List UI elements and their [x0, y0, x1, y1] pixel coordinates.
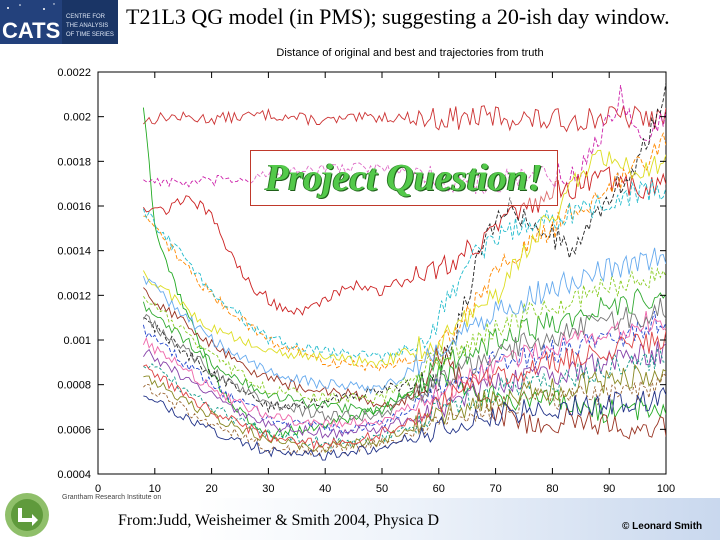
distance-chart: Distance of original and best and trajec… — [57, 47, 675, 495]
series-line — [143, 298, 666, 422]
series-line — [143, 82, 666, 414]
return-arrow-icon — [18, 508, 32, 522]
series-line — [142, 310, 666, 435]
logo-star — [19, 4, 21, 6]
x-tick-label: 90 — [603, 483, 615, 495]
x-tick-label: 50 — [376, 483, 388, 495]
x-tick-label: 100 — [657, 483, 675, 495]
series-line — [143, 372, 666, 457]
series-line — [143, 105, 666, 133]
series-line — [142, 311, 666, 429]
cats-logo: CATS CENTRE FOR THE ANALYSIS OF TIME SER… — [0, 0, 118, 44]
series-line — [142, 247, 666, 395]
series-line — [143, 267, 666, 405]
logo-star — [7, 7, 9, 9]
logo-line-1: CENTRE FOR — [66, 14, 106, 20]
series-line — [143, 166, 666, 316]
x-tick-label: 30 — [262, 483, 274, 495]
grantham-logo-inner — [11, 499, 43, 531]
series-line — [143, 363, 666, 453]
y-tick-label: 0.0008 — [57, 380, 91, 392]
x-tick-label: 20 — [205, 483, 217, 495]
chart-title: Distance of original and best and trajec… — [276, 47, 543, 59]
x-tick-label: 60 — [433, 483, 445, 495]
logo-line-2: THE ANALYSIS — [66, 23, 108, 29]
y-tick-label: 0.0006 — [57, 424, 91, 436]
series-line — [143, 149, 666, 369]
y-axis: 0.0004 0.0006 0.0008 0.001 0.0012 0.0014 0.001… — [57, 67, 666, 481]
x-tick-label: 80 — [546, 483, 558, 495]
series-line — [143, 131, 666, 372]
x-tick-label: 0 — [95, 483, 101, 495]
copyright: © Leonard Smith — [622, 521, 703, 532]
series-line — [142, 178, 666, 363]
y-tick-label: 0.0012 — [57, 290, 91, 302]
y-tick-label: 0.0022 — [57, 67, 91, 79]
y-tick-label: 0.0016 — [57, 201, 91, 213]
series-line — [143, 85, 666, 195]
citation: From:Judd, Weisheimer & Smith 2004, Phys… — [118, 512, 440, 529]
series-line — [143, 287, 666, 440]
y-tick-label: 0.001 — [63, 335, 91, 347]
return-arrow-head-icon — [32, 514, 38, 526]
project-question-callout: Project Question! — [250, 150, 558, 206]
logo-panel — [0, 0, 62, 44]
y-tick-label: 0.0014 — [57, 246, 91, 258]
series-line — [143, 386, 666, 461]
series-line — [143, 341, 666, 439]
series-lines — [142, 82, 666, 461]
logo-line-3: OF TIME SERIES — [66, 32, 114, 38]
logo-star — [53, 3, 55, 5]
logo-star — [43, 8, 45, 10]
series-line — [142, 288, 666, 416]
cats-logo-graphic: CATS CENTRE FOR THE ANALYSIS OF TIME SER… — [0, 0, 118, 44]
x-tick-label: 10 — [149, 483, 161, 495]
x-tick-label: 40 — [319, 483, 331, 495]
grantham-text: Grantham Research Institute on — [62, 494, 162, 501]
x-axis: 0 10 20 30 40 50 60 70 80 90 100 — [95, 72, 675, 495]
callout-text: Project Question! — [265, 157, 543, 199]
grantham-logo — [5, 493, 49, 537]
y-tick-label: 0.0018 — [57, 156, 91, 168]
footer-strip — [196, 498, 720, 540]
y-tick-label: 0.0004 — [57, 469, 91, 481]
logo-acronym: CATS — [2, 18, 60, 43]
x-tick-label: 70 — [489, 483, 501, 495]
series-line — [143, 330, 666, 451]
y-tick-label: 0.002 — [63, 112, 91, 124]
slide-title: T21L3 QG model (in PMS); suggesting a 20… — [126, 4, 670, 29]
series-line — [142, 107, 666, 439]
